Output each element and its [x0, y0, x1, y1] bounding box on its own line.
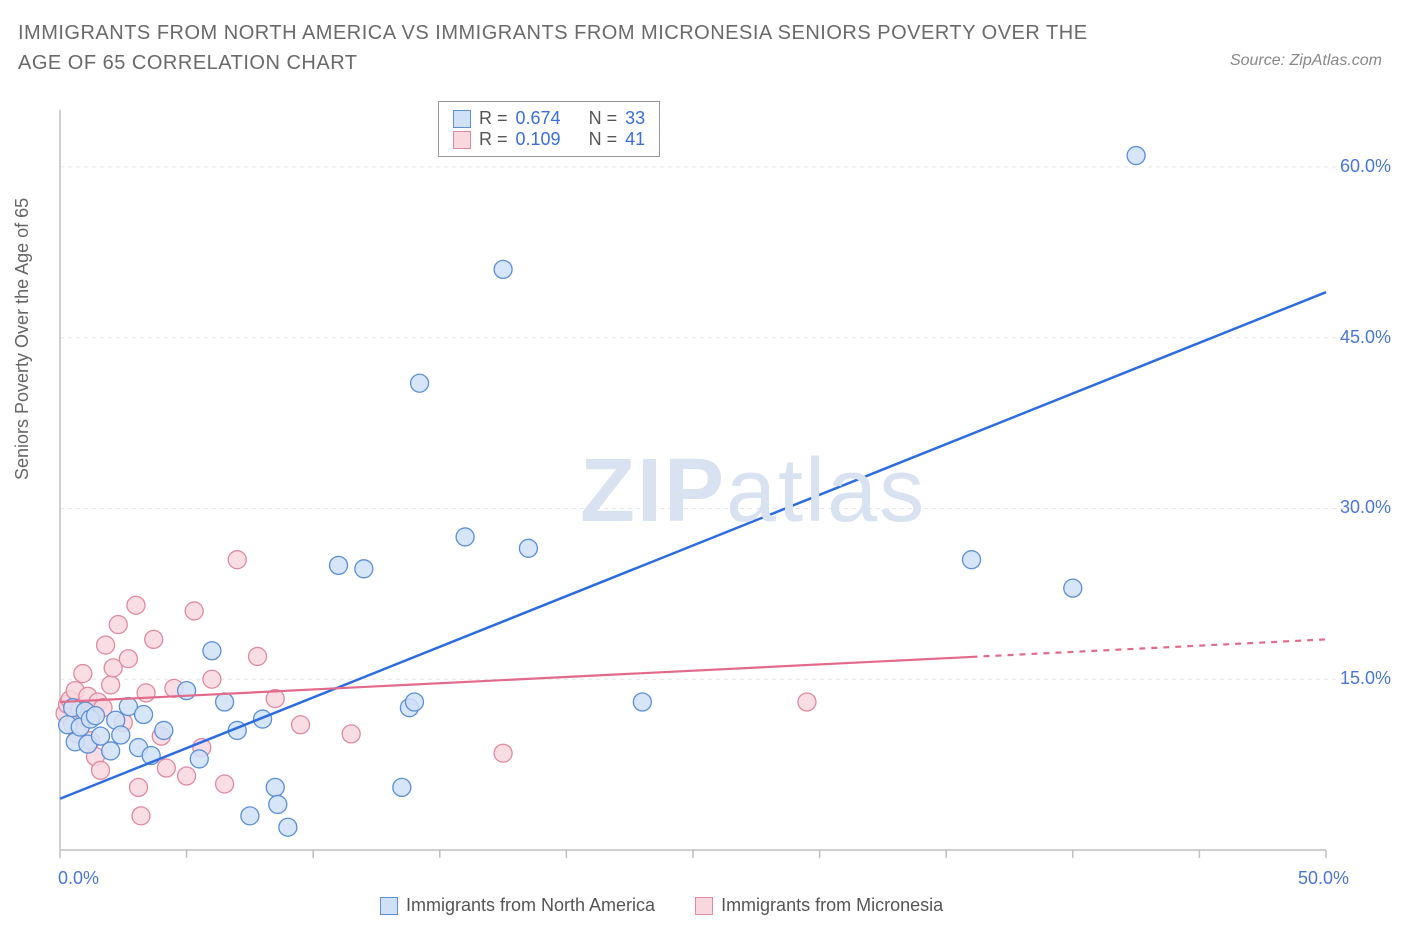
- legend-swatch-icon: [453, 110, 471, 128]
- y-tick-label: 30.0%: [1340, 497, 1391, 518]
- x-tick-label: 0.0%: [58, 868, 99, 889]
- plot-svg: [50, 100, 1380, 870]
- legend-n-value: 41: [625, 129, 645, 150]
- legend-r-label: R =: [479, 108, 508, 129]
- legend-r-value: 0.109: [516, 129, 561, 150]
- y-tick-label: 15.0%: [1340, 668, 1391, 689]
- chart-title: IMMIGRANTS FROM NORTH AMERICA VS IMMIGRA…: [18, 18, 1118, 78]
- legend-r-value: 0.674: [516, 108, 561, 129]
- legend-series-mi: Immigrants from Micronesia: [695, 895, 943, 916]
- legend-swatch-icon: [453, 131, 471, 149]
- legend-series-label: Immigrants from North America: [406, 895, 655, 916]
- series-legend: Immigrants from North America Immigrants …: [380, 895, 943, 916]
- x-tick-label: 50.0%: [1298, 868, 1349, 889]
- legend-swatch-icon: [695, 897, 713, 915]
- y-tick-label: 45.0%: [1340, 327, 1391, 348]
- legend-r-label: R =: [479, 129, 508, 150]
- legend-n-label: N =: [589, 129, 618, 150]
- y-axis-label: Seniors Poverty Over the Age of 65: [12, 198, 33, 480]
- scatter-plot: ZIPatlas: [50, 100, 1380, 870]
- legend-n-value: 33: [625, 108, 645, 129]
- source-attribution: Source: ZipAtlas.com: [1230, 52, 1382, 70]
- legend-series-na: Immigrants from North America: [380, 895, 655, 916]
- y-tick-label: 60.0%: [1340, 156, 1391, 177]
- legend-swatch-icon: [380, 897, 398, 915]
- legend-stat-row-na: R = 0.674 N = 33: [453, 108, 645, 129]
- legend-series-label: Immigrants from Micronesia: [721, 895, 943, 916]
- legend-stat-row-mi: R = 0.109 N = 41: [453, 129, 645, 150]
- correlation-legend: R = 0.674 N = 33 R = 0.109 N = 41: [438, 101, 660, 157]
- legend-n-label: N =: [589, 108, 618, 129]
